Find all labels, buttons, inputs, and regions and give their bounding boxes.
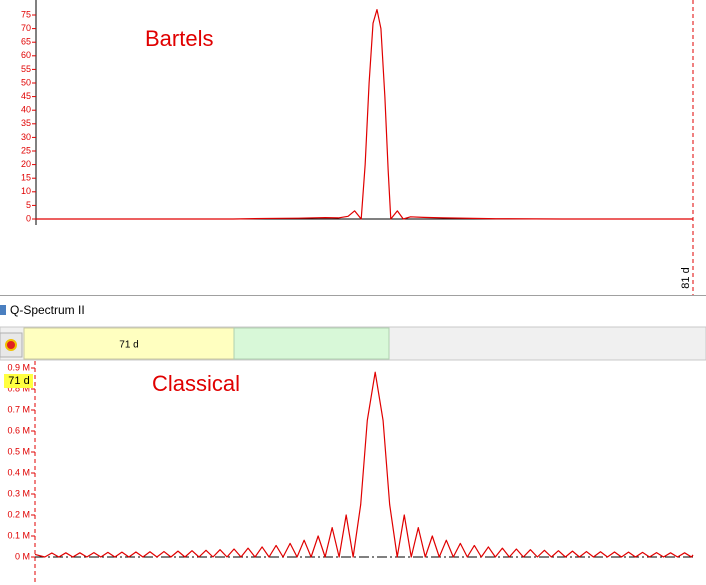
y-tick-label: 60 xyxy=(21,50,31,60)
settings-icon xyxy=(5,339,17,351)
y-tick-label: 15 xyxy=(21,173,31,183)
y-tick-label: 0.2 M xyxy=(7,509,30,519)
y-tick-label: 0 xyxy=(26,213,31,223)
y-tick-label: 10 xyxy=(21,186,31,196)
y-tick-label: 25 xyxy=(21,145,31,155)
chart-title: Classical xyxy=(152,371,240,396)
bottom-panel xyxy=(0,361,706,585)
period-label: 71 d xyxy=(119,340,138,351)
period-box[interactable] xyxy=(23,327,235,360)
y-tick-label: 20 xyxy=(21,159,31,169)
y-tick-label: 30 xyxy=(21,132,31,142)
y-tick-label: 0.4 M xyxy=(7,467,30,477)
y-tick-label: 70 xyxy=(21,23,31,33)
y-tick-label: 0.9 M xyxy=(7,362,30,372)
spectrum-line xyxy=(34,371,694,558)
y-tick-label: 50 xyxy=(21,77,31,87)
window-title: Q-Spectrum II xyxy=(10,303,85,317)
window-icon xyxy=(0,305,6,315)
y-tick-label: 75 xyxy=(21,9,31,19)
y-tick-label: 40 xyxy=(21,105,31,115)
window-titlebar xyxy=(0,296,706,326)
marker-badge xyxy=(4,374,33,388)
y-tick-label: 0.1 M xyxy=(7,530,30,540)
top-panel xyxy=(0,0,706,295)
y-tick-label: 0 M xyxy=(15,551,30,561)
marker-label: 81 d xyxy=(680,267,692,288)
y-tick-label: 5 xyxy=(26,200,31,210)
range-box[interactable] xyxy=(233,327,390,360)
y-tick-label: 35 xyxy=(21,118,31,128)
spectrum-line xyxy=(36,8,693,220)
y-tick-label: 0.7 M xyxy=(7,404,30,414)
y-tick-label: 55 xyxy=(21,64,31,74)
y-tick-label: 0.3 M xyxy=(7,488,30,498)
marker-label: 71 d xyxy=(8,375,29,387)
y-tick-label: 0.6 M xyxy=(7,425,30,435)
y-tick-label: 0.5 M xyxy=(7,446,30,456)
y-tick-label: 0.8 M xyxy=(7,383,30,393)
y-tick-label: 45 xyxy=(21,91,31,101)
y-tick-label: 65 xyxy=(21,37,31,47)
chart-title: Bartels xyxy=(145,26,213,51)
